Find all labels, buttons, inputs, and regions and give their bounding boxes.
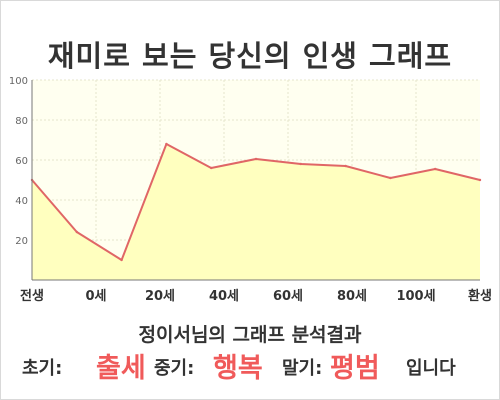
- data-point: [165, 142, 168, 146]
- data-point: [210, 166, 213, 170]
- series-area: [32, 144, 480, 280]
- x-tick-label: 80세: [337, 289, 367, 304]
- data-point: [299, 162, 302, 166]
- x-tick-label: 100세: [396, 289, 435, 304]
- data-point: [75, 230, 79, 234]
- middle-stage-label: 중기:: [154, 358, 195, 379]
- x-tick-label: 40세: [209, 289, 239, 304]
- data-point: [120, 258, 123, 262]
- result-suffix: 입니다: [406, 358, 456, 379]
- y-tick-label: 20: [15, 236, 28, 247]
- y-tick-label: 40: [15, 196, 28, 207]
- x-tick-label: 20세: [145, 289, 175, 304]
- analysis-summary: 초기: 출세 중기: 행복 말기: 평범 입니다: [0, 346, 500, 384]
- early-stage-value: 출세: [96, 353, 146, 384]
- x-tick-label: 전생: [20, 288, 44, 304]
- data-point: [344, 164, 347, 168]
- data-point: [478, 178, 482, 182]
- x-tick-label: 60세: [273, 289, 303, 304]
- data-point: [389, 176, 392, 180]
- analysis-heading: 정이서님의 그래프 분석결과: [138, 324, 362, 346]
- early-stage-label: 초기:: [22, 358, 63, 379]
- x-tick-label: 0세: [85, 289, 106, 304]
- late-stage-value: 평범: [330, 353, 380, 384]
- y-tick-label: 60: [15, 156, 28, 167]
- x-tick-label: 환생: [468, 288, 492, 304]
- middle-stage-value: 행복: [213, 353, 263, 384]
- y-tick-label: 100: [9, 76, 28, 87]
- chart-title: 재미로 보는 당신의 인생 그래프: [47, 39, 453, 73]
- data-point: [254, 157, 258, 161]
- late-stage-label: 말기:: [282, 358, 323, 379]
- y-tick-label: 80: [15, 116, 28, 127]
- data-point: [434, 167, 437, 171]
